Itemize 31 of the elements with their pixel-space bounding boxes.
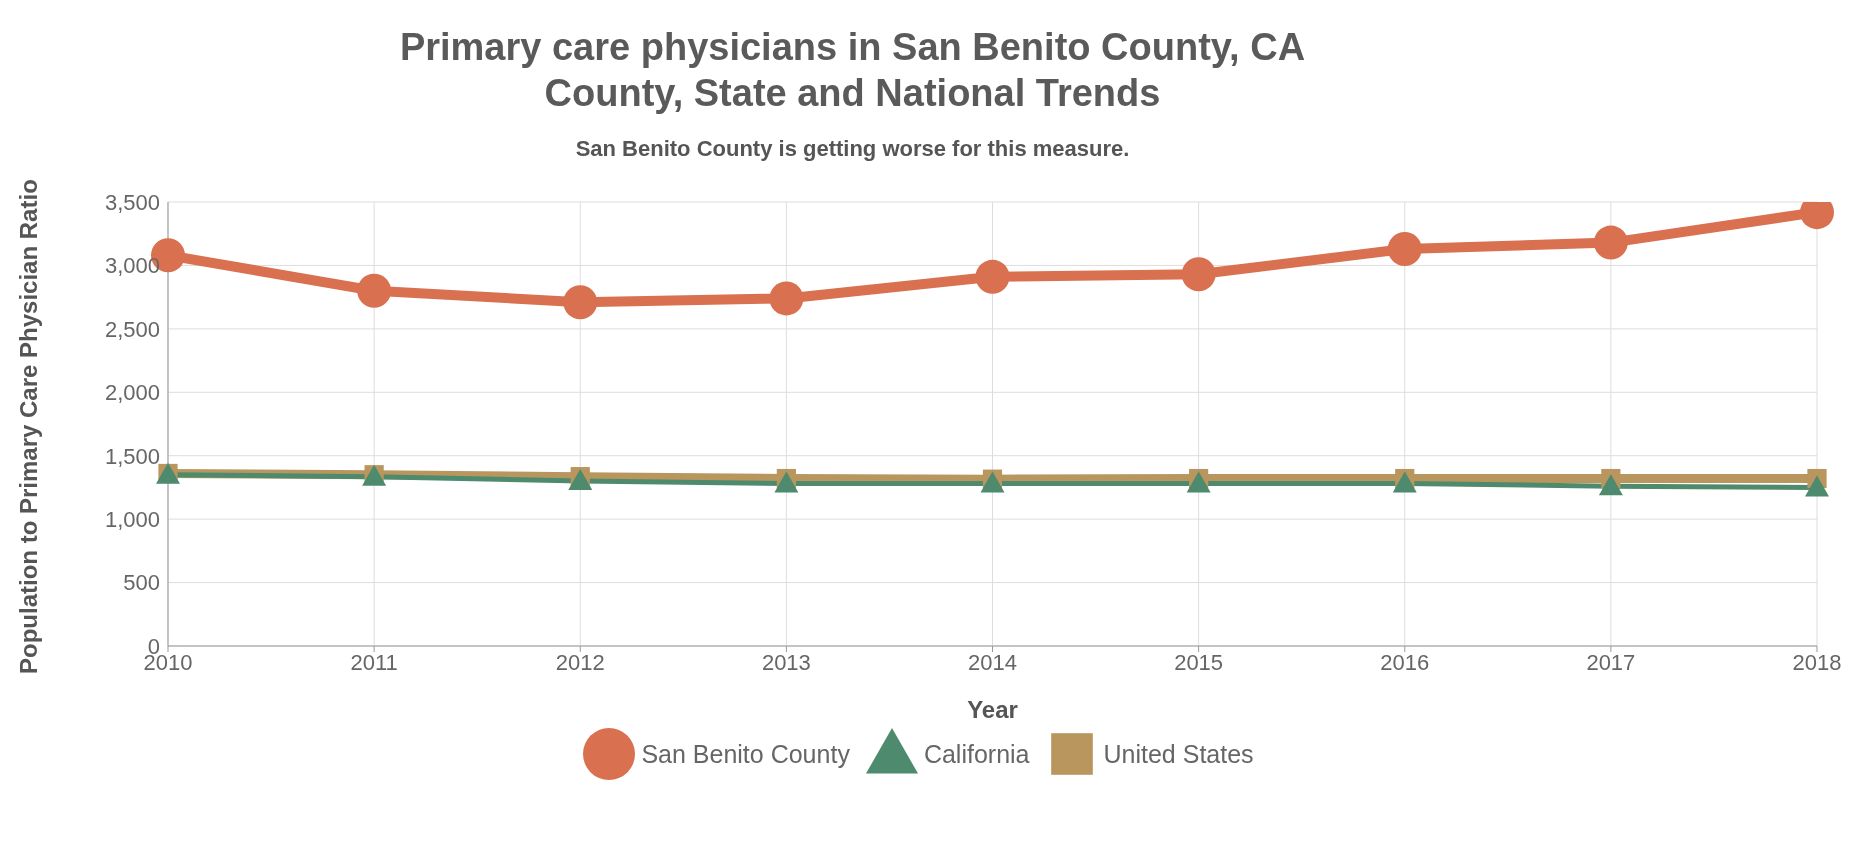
- point: [769, 281, 804, 316]
- x-axis-title: Year: [967, 696, 1018, 723]
- y-tick-label: 3,500: [104, 189, 160, 215]
- y-tick-label: 1,500: [104, 443, 160, 469]
- legend-label: California: [923, 739, 1030, 769]
- x-tick-label: 2012: [555, 649, 605, 675]
- legend-label: United States: [1103, 739, 1254, 769]
- x-tick-label: 2016: [1380, 649, 1430, 675]
- point: [563, 285, 598, 320]
- chart-title: Primary care physicians in San Benito County, CA County, State and National Trends: [398, 25, 1307, 116]
- y-tick-label: 1,000: [104, 506, 160, 532]
- x-tick-label: 2014: [968, 649, 1017, 675]
- point: [357, 273, 392, 308]
- x-tick-label: 2011: [350, 649, 398, 675]
- chart-subtitle: San Benito County is getting worse for this measure.: [574, 136, 1131, 162]
- y-tick-label: 2,000: [104, 380, 160, 406]
- y-tick-label: 2,500: [104, 316, 160, 342]
- x-tick-label: 2018: [1792, 649, 1842, 675]
- y-tick-label: 500: [123, 570, 160, 596]
- legend-label: San Benito County: [641, 739, 850, 769]
- point: [1181, 257, 1216, 292]
- x-tick-label: 2017: [1586, 649, 1636, 675]
- point: [975, 259, 1010, 294]
- point: [1387, 231, 1422, 266]
- x-tick-label: 2013: [761, 649, 811, 675]
- y-axis-title: Population to Primary Care Physician Ratio: [14, 179, 42, 674]
- point: [1593, 225, 1628, 260]
- point: [1598, 474, 1623, 496]
- x-tick-label: 2015: [1174, 649, 1224, 675]
- y-tick-label: 3,000: [104, 253, 160, 279]
- point: [1805, 475, 1829, 497]
